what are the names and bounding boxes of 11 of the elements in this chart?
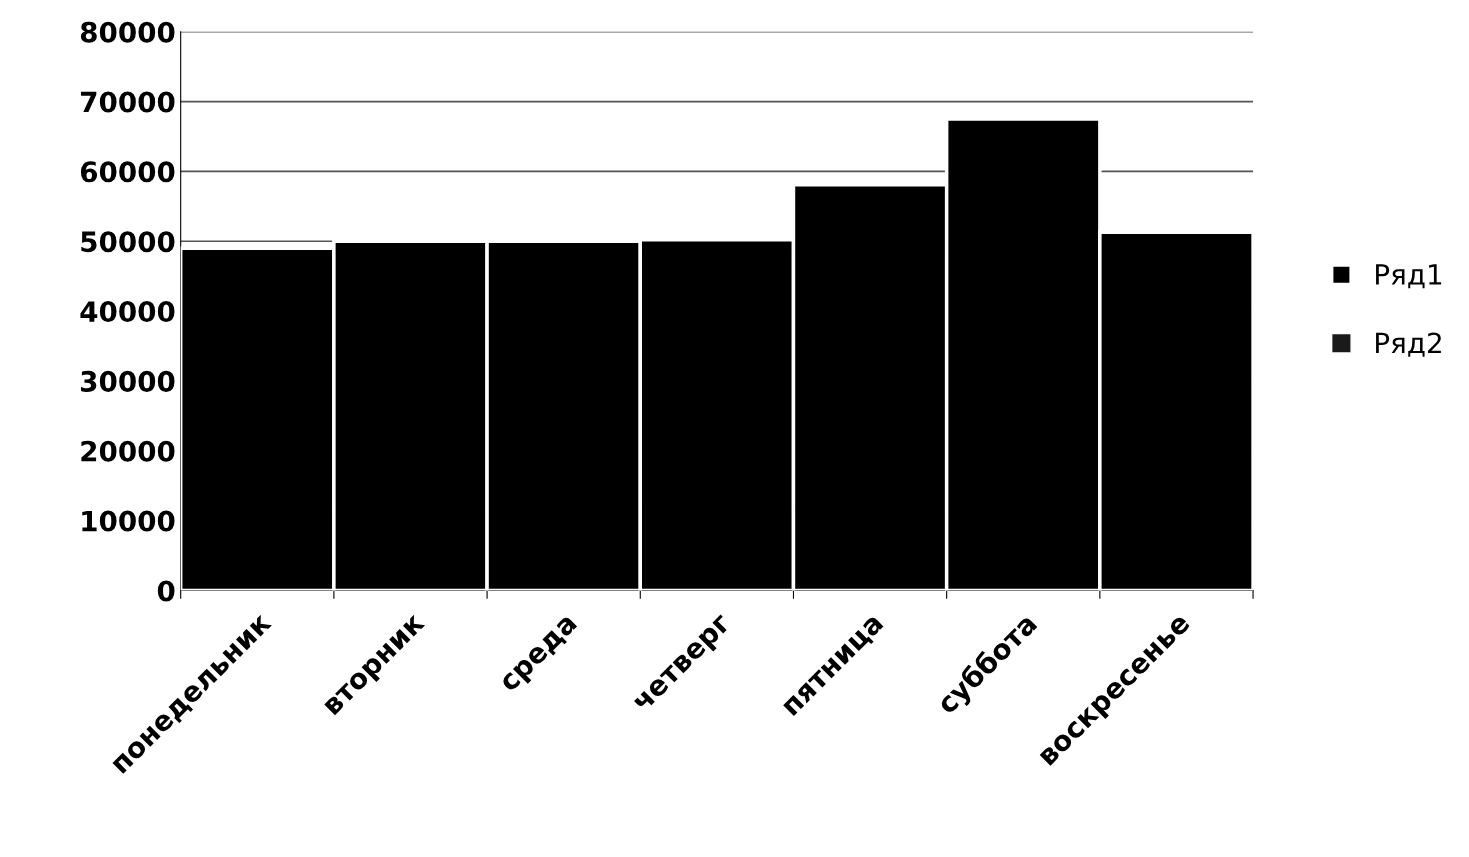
y-tick-label: 0 bbox=[157, 580, 175, 602]
legend-label: Ряд2 bbox=[1376, 332, 1441, 357]
y-tick-label: 30000 bbox=[81, 370, 175, 392]
legend-label: Ряд1 bbox=[1376, 264, 1442, 289]
y-tick-label: 60000 bbox=[80, 161, 175, 183]
y-tick-label: 50000 bbox=[81, 231, 175, 253]
y-tick-label: 70000 bbox=[81, 91, 175, 113]
y-tick-label: 80000 bbox=[80, 21, 175, 43]
y-tick-label: 10000 bbox=[82, 510, 175, 532]
y-tick-label: 40000 bbox=[80, 301, 175, 323]
y-tick-label: 20000 bbox=[81, 440, 175, 462]
